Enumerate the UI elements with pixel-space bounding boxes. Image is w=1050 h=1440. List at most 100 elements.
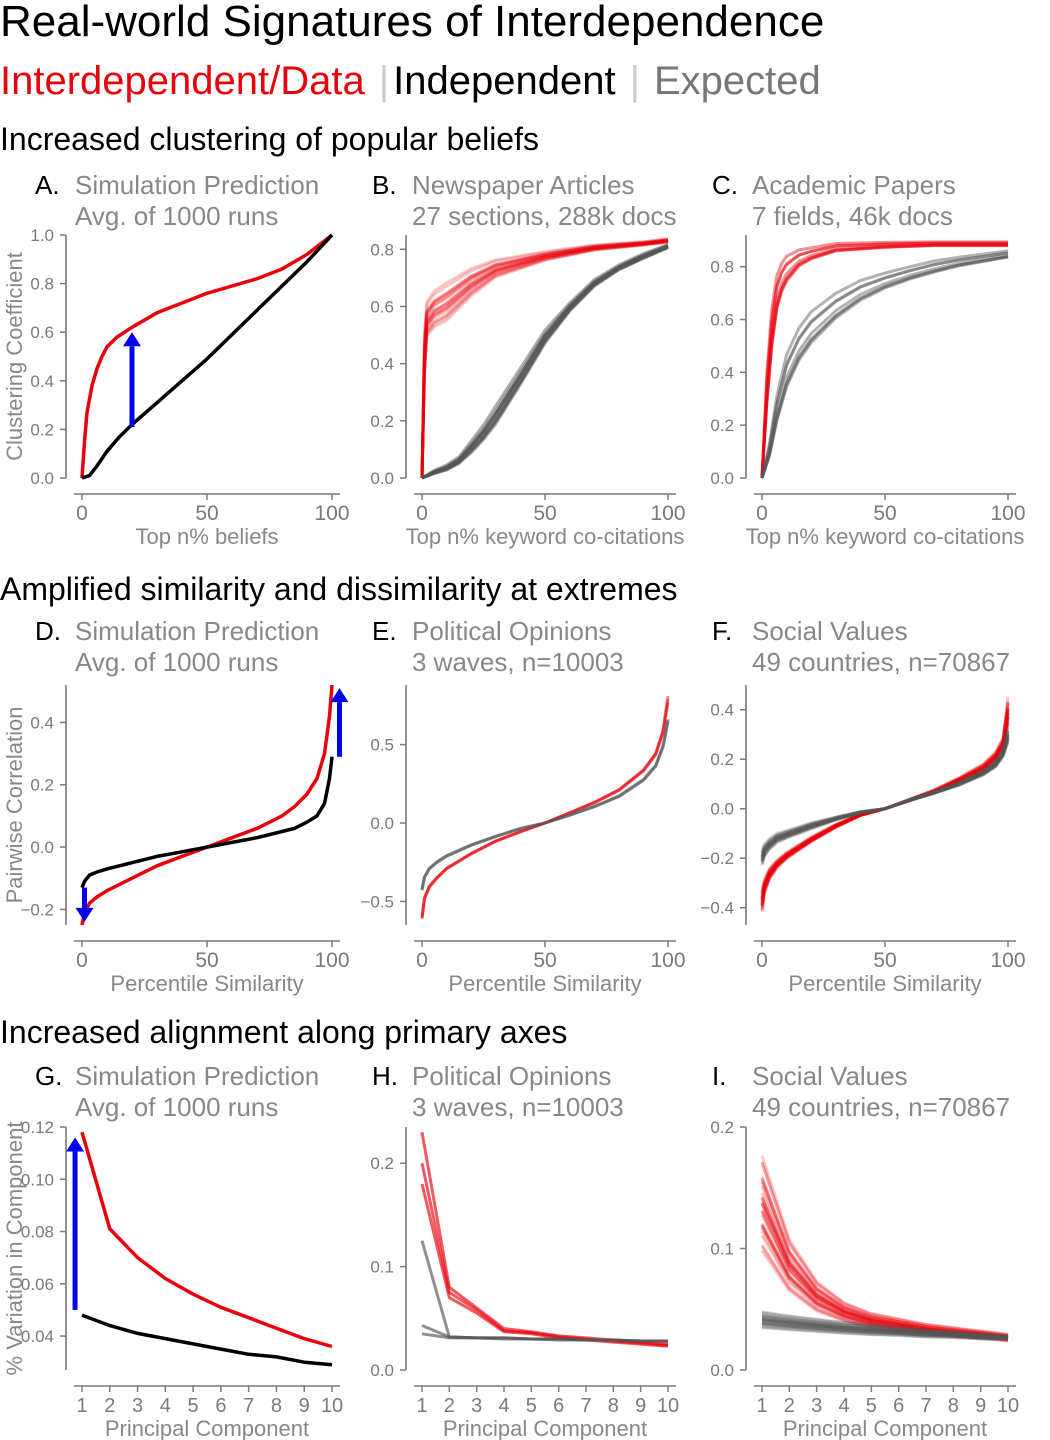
y-tick-label: 0.10 [21, 1170, 54, 1189]
series-line [760, 708, 1010, 899]
x-tick-label: 100 [314, 949, 349, 972]
legend-independent: Independent [393, 59, 615, 103]
series-line [420, 239, 669, 479]
series-line [420, 719, 670, 890]
series-line [421, 244, 669, 480]
y-tick-label: 0.2 [370, 1154, 394, 1173]
panel-caption: Political Opinions [412, 616, 611, 646]
x-tick-label: 4 [838, 1395, 849, 1417]
series-line [760, 706, 1010, 898]
series-line [421, 244, 669, 480]
series-line [421, 245, 669, 480]
series-line [760, 715, 1010, 905]
series-line [760, 1209, 1009, 1340]
series-line [760, 253, 1009, 479]
series-line [760, 709, 1010, 900]
series-line [761, 1317, 1009, 1339]
panel-caption: Simulation Prediction [75, 170, 319, 200]
series-line [420, 239, 669, 479]
series-line [760, 249, 1009, 479]
y-tick-label: 0.0 [370, 1361, 394, 1380]
series-line [760, 739, 1010, 864]
x-tick-label: 9 [299, 1395, 310, 1417]
series-line [760, 255, 1009, 479]
y-tick-label: 1.0 [30, 226, 54, 245]
x-tick-label: 0 [416, 949, 428, 972]
x-axis-label: Principal Component [105, 1416, 309, 1440]
x-tick-label: 0 [756, 949, 768, 972]
series-line [760, 715, 1010, 905]
x-tick-label: 5 [188, 1395, 199, 1417]
x-tick-label: 2 [784, 1395, 795, 1417]
series-line [760, 1198, 1009, 1339]
x-tick-label: 4 [498, 1395, 509, 1417]
x-tick-label: 100 [314, 502, 349, 525]
y-tick-label: 0.0 [710, 469, 734, 488]
series-line [760, 1161, 1009, 1337]
series-line [761, 1321, 1009, 1340]
series-line [760, 696, 1010, 889]
series-line [760, 716, 1010, 906]
panel-caption: Avg. of 1000 runs [75, 647, 278, 677]
x-axis-label: Principal Component [443, 1416, 647, 1440]
arrow-head [66, 1137, 85, 1152]
series-line [760, 737, 1010, 862]
x-tick-label: 6 [215, 1395, 226, 1417]
series-line [760, 712, 1010, 903]
x-tick-label: 9 [635, 1395, 646, 1417]
series-line [760, 732, 1010, 856]
panel-caption: Political Opinions [412, 1061, 611, 1091]
series-line [761, 1318, 1009, 1340]
figure-title: Real-world Signatures of Interdependence [0, 0, 824, 46]
y-tick-label: 0.06 [21, 1275, 54, 1294]
series-line [760, 709, 1010, 901]
x-tick-label: 50 [533, 949, 556, 972]
series-line [760, 711, 1010, 902]
series-line [760, 251, 1009, 479]
series-line [760, 1226, 1009, 1341]
series-line [760, 701, 1010, 893]
y-tick-label: 0.1 [370, 1258, 394, 1277]
x-axis-label: Top n% keyword co-citations [406, 524, 685, 549]
series-line [760, 251, 1009, 479]
series-line [760, 735, 1010, 860]
x-tick-label: 10 [997, 1395, 1019, 1417]
panel-caption: Newspaper Articles [412, 170, 635, 200]
series-line [761, 1310, 1009, 1338]
series-line [761, 1319, 1009, 1340]
series-line [760, 703, 1010, 895]
y-tick-label: 0.6 [710, 311, 734, 330]
series-line [760, 1196, 1009, 1339]
series-line [760, 1222, 1009, 1341]
series-line [420, 238, 669, 479]
x-tick-label: 0 [756, 502, 768, 525]
y-axis-label: Clustering Coefficient [2, 252, 27, 461]
series-line [760, 1196, 1009, 1339]
series-line [760, 240, 1008, 479]
series-line [420, 239, 669, 479]
panel-letter: A. [35, 170, 60, 200]
series-line [760, 717, 1010, 907]
panel-caption: 3 waves, n=10003 [412, 647, 624, 677]
series-line [760, 1211, 1009, 1340]
series-line [760, 733, 1010, 857]
x-tick-label: 9 [975, 1395, 986, 1417]
series-line [80, 1131, 333, 1349]
legend-expected: Expected [654, 59, 821, 103]
series-line [760, 735, 1010, 860]
y-tick-label: 0.6 [370, 297, 394, 316]
series-line [760, 729, 1010, 853]
series-line [761, 1314, 1009, 1339]
panel-letter: F. [712, 616, 732, 646]
y-tick-label: 0.0 [30, 838, 54, 857]
x-tick-label: 100 [990, 502, 1025, 525]
arrow-head [330, 688, 349, 703]
y-tick-label: 0.6 [30, 323, 54, 342]
y-tick-label: 0.2 [370, 412, 394, 431]
panel-caption: 49 countries, n=70867 [752, 647, 1010, 677]
y-tick-label: 0.0 [370, 814, 394, 833]
x-axis-label: Top n% keyword co-citations [746, 524, 1025, 549]
